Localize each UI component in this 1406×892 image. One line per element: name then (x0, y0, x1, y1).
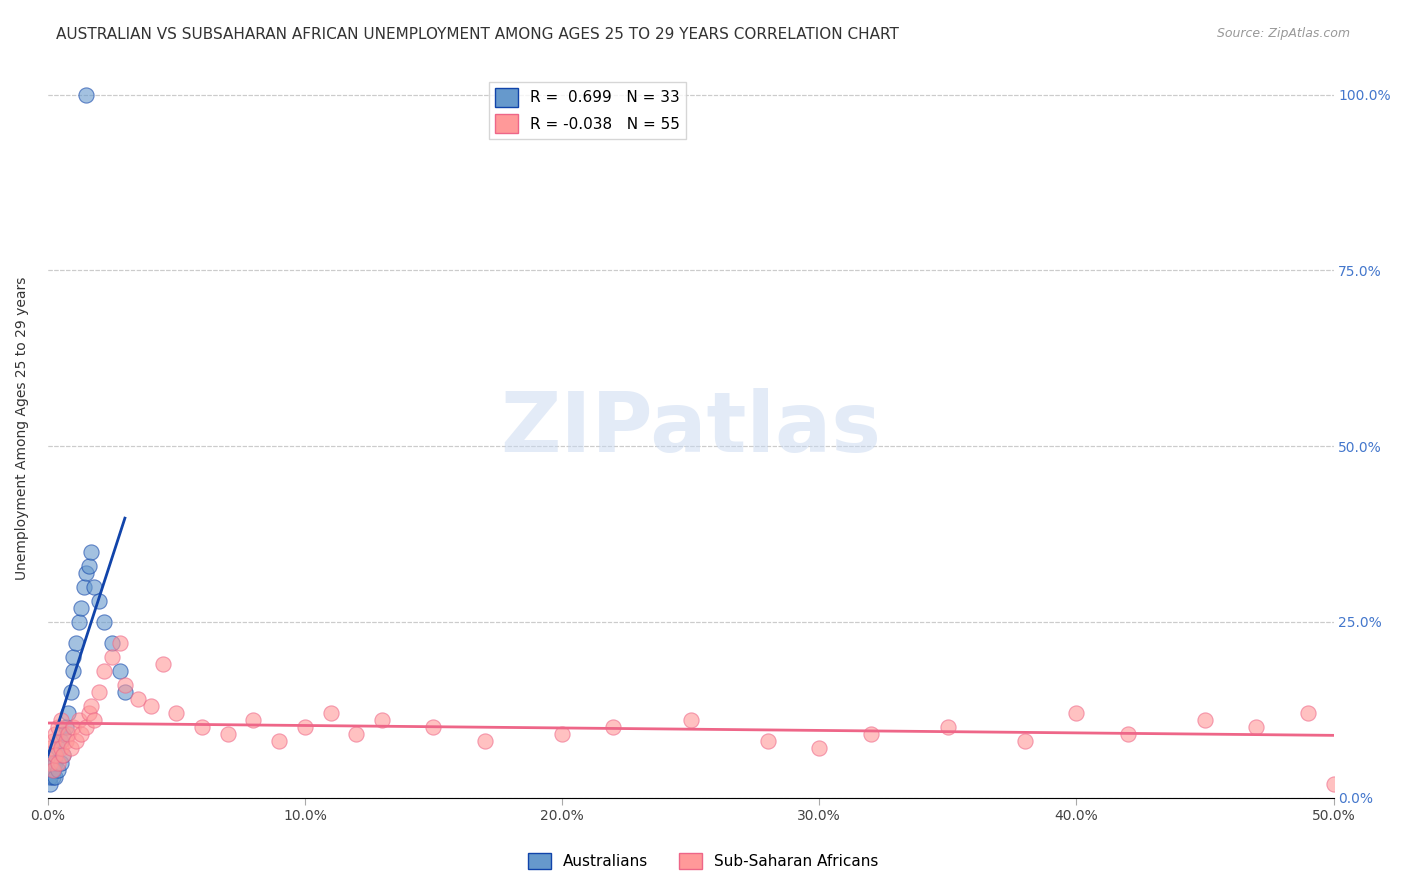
Point (49, 714, 72, 728)
Point (808, 741, 831, 756)
Point (62, 720, 84, 734)
Legend: Australians, Sub-Saharan Africans: Australians, Sub-Saharan Africans (522, 847, 884, 875)
Point (44, 748, 66, 763)
Point (52, 748, 75, 763)
Point (1194, 714, 1216, 728)
Point (165, 706, 187, 721)
Point (80, 699, 103, 714)
Point (49, 741, 72, 756)
Point (108, 636, 131, 650)
Point (679, 714, 702, 728)
Point (39, 756, 62, 770)
Point (39, 741, 62, 756)
Point (344, 727, 367, 741)
Point (73, 580, 96, 594)
Point (859, 727, 882, 741)
Point (93, 664, 115, 678)
Point (1066, 706, 1088, 721)
Point (1296, 706, 1319, 721)
Point (55, 720, 77, 734)
Point (46, 763, 69, 777)
Point (602, 720, 624, 734)
Point (75, 566, 97, 580)
Point (1246, 720, 1268, 734)
Point (77, 706, 100, 721)
Point (80, 544, 103, 558)
Point (152, 657, 174, 672)
Point (1116, 727, 1139, 741)
Point (42, 763, 65, 777)
Point (70, 727, 93, 741)
Point (114, 685, 136, 699)
Point (39, 776, 62, 790)
Point (44, 770, 66, 784)
Point (46, 741, 69, 756)
Point (67, 714, 90, 728)
Point (49, 734, 72, 748)
Point (44, 748, 66, 763)
Point (93, 615, 115, 629)
Point (58, 706, 80, 721)
Point (139, 699, 162, 714)
Point (1014, 734, 1036, 748)
Point (46, 756, 69, 770)
Point (70, 600, 93, 615)
Point (89, 685, 111, 699)
Point (114, 678, 136, 692)
Point (83, 714, 105, 728)
Point (59, 685, 82, 699)
Point (44, 756, 66, 770)
Point (83, 580, 105, 594)
Point (101, 636, 124, 650)
Point (65, 734, 87, 748)
Text: ZIPatlas: ZIPatlas (501, 388, 882, 469)
Point (75, 720, 97, 734)
Point (89, 594, 111, 608)
Point (101, 650, 124, 665)
Text: Source: ZipAtlas.com: Source: ZipAtlas.com (1216, 27, 1350, 40)
Point (59, 741, 82, 756)
Point (474, 734, 496, 748)
Point (39, 770, 62, 784)
Point (242, 714, 264, 728)
Text: AUSTRALIAN VS SUBSAHARAN AFRICAN UNEMPLOYMENT AMONG AGES 25 TO 29 YEARS CORRELAT: AUSTRALIAN VS SUBSAHARAN AFRICAN UNEMPLO… (56, 27, 898, 42)
Point (62, 664, 84, 678)
Point (42, 734, 65, 748)
Point (52, 748, 75, 763)
Point (191, 720, 214, 734)
Point (65, 636, 87, 650)
Point (756, 734, 779, 748)
Y-axis label: Unemployment Among Ages 25 to 29 years: Unemployment Among Ages 25 to 29 years (15, 277, 30, 581)
Point (269, 734, 291, 748)
Point (77, 558, 100, 573)
Point (58, 727, 80, 741)
Point (1322, 776, 1344, 790)
Point (551, 727, 574, 741)
Point (44, 727, 66, 741)
Point (127, 692, 149, 706)
Point (67, 615, 90, 629)
Point (75, 87, 97, 102)
Legend: R =  0.699   N = 33, R = -0.038   N = 55: R = 0.699 N = 33, R = -0.038 N = 55 (489, 82, 686, 139)
Point (42, 763, 65, 777)
Point (55, 734, 77, 748)
Point (62, 650, 84, 665)
Point (52, 727, 75, 741)
Point (42, 770, 65, 784)
Point (42, 756, 65, 770)
Point (294, 720, 316, 734)
Point (217, 727, 239, 741)
Point (422, 720, 444, 734)
Point (319, 706, 342, 721)
Point (46, 720, 69, 734)
Point (49, 756, 72, 770)
Point (936, 720, 959, 734)
Point (108, 664, 131, 678)
Point (371, 714, 394, 728)
